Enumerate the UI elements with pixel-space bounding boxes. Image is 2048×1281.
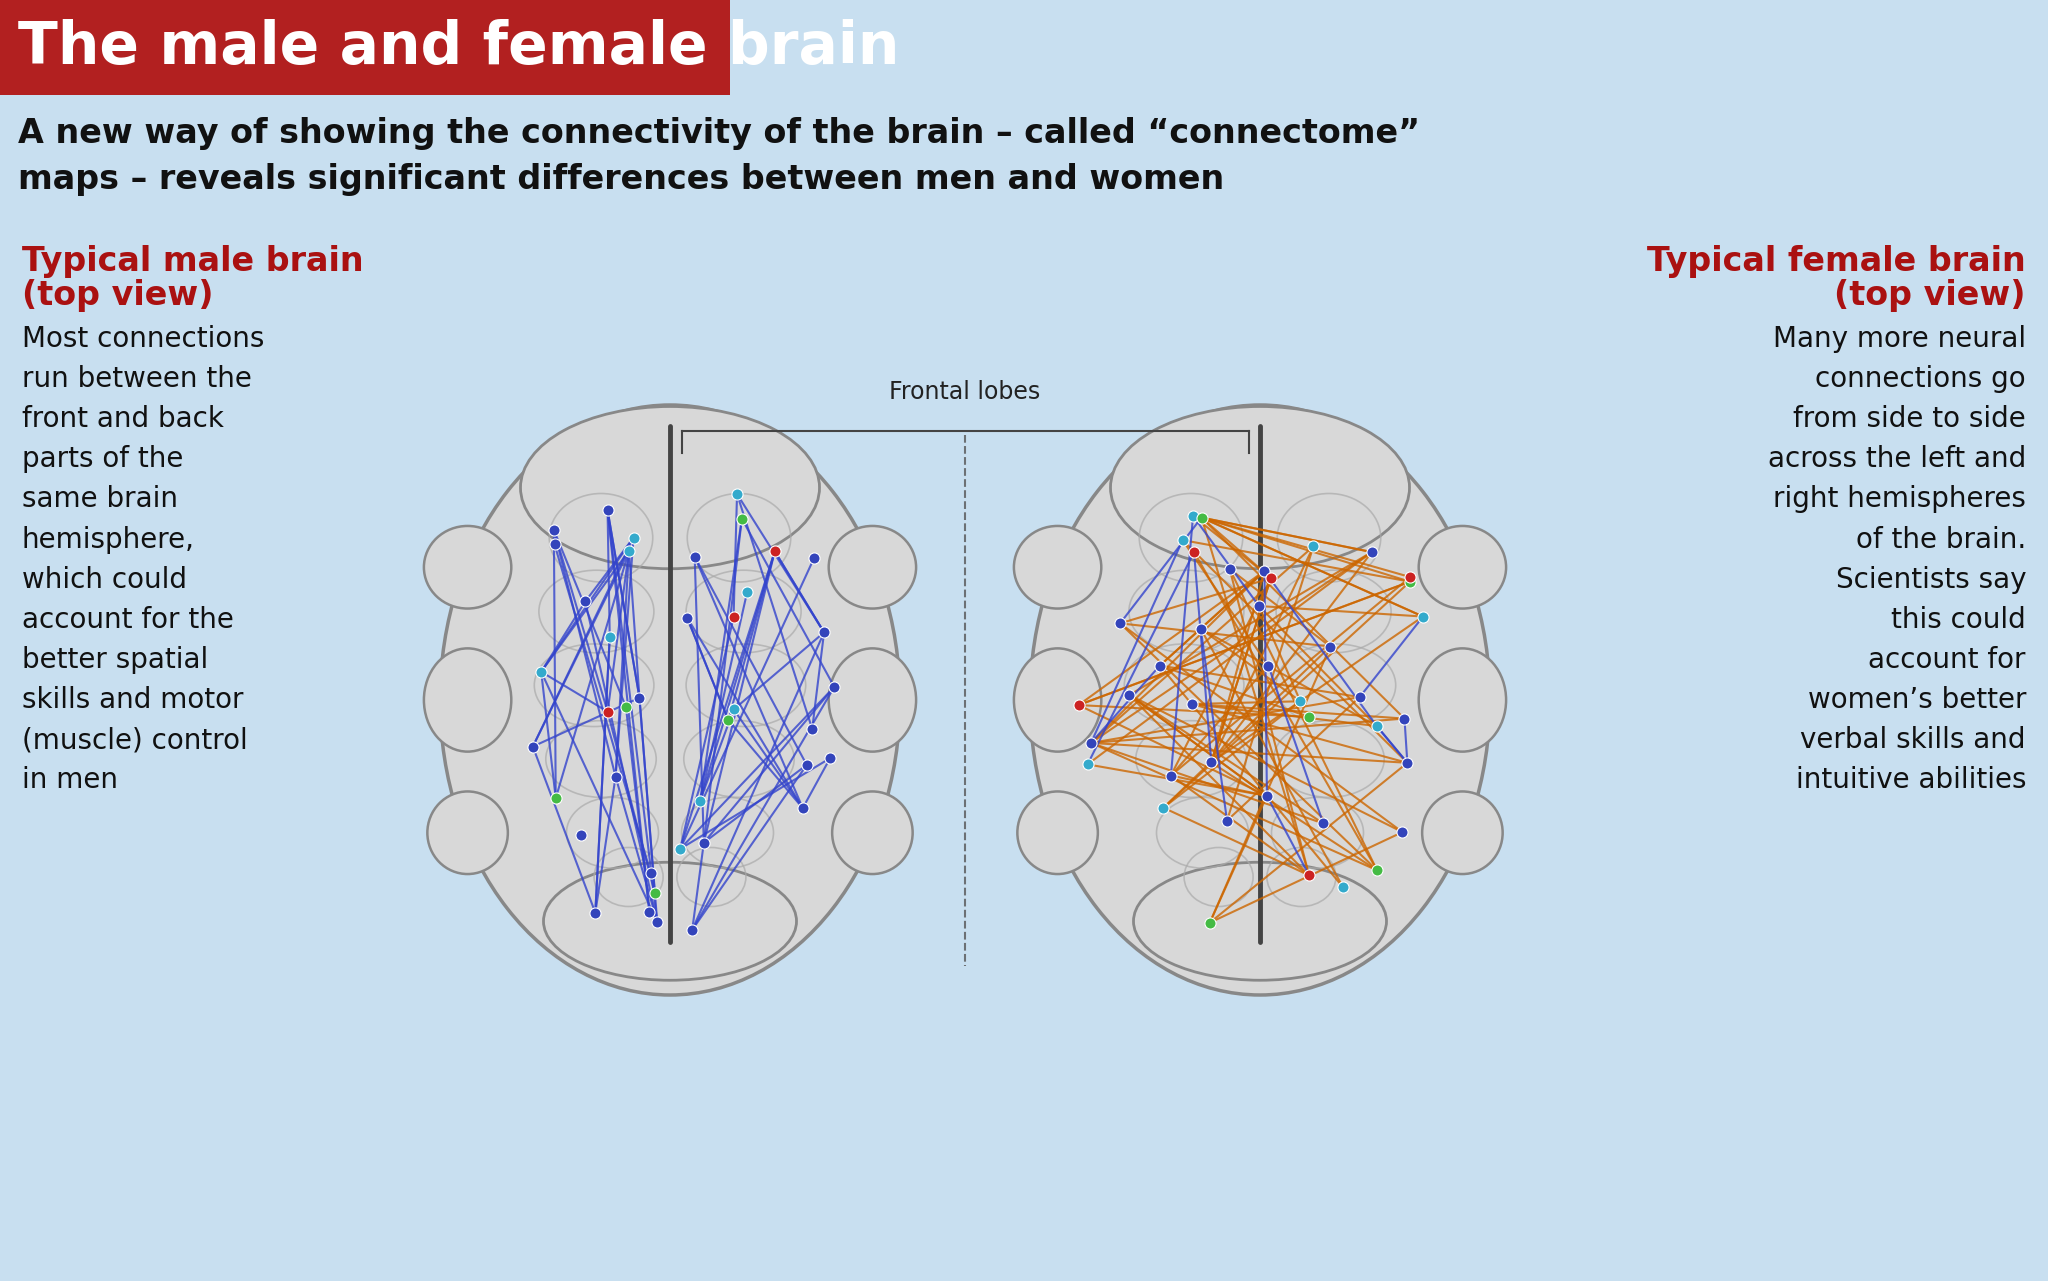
Text: Typical male brain: Typical male brain <box>23 245 365 278</box>
Ellipse shape <box>1018 792 1098 874</box>
Ellipse shape <box>831 792 913 874</box>
Text: Most connections
run between the
front and back
parts of the
same brain
hemisphe: Most connections run between the front a… <box>23 325 264 794</box>
Ellipse shape <box>424 648 512 752</box>
Ellipse shape <box>1419 526 1505 608</box>
Text: (top view): (top view) <box>23 279 213 313</box>
Ellipse shape <box>1014 526 1102 608</box>
Ellipse shape <box>1419 648 1505 752</box>
Ellipse shape <box>829 648 915 752</box>
Text: (top view): (top view) <box>1835 279 2025 313</box>
Ellipse shape <box>1110 406 1409 569</box>
Text: A new way of showing the connectivity of the brain – called “connectome”: A new way of showing the connectivity of… <box>18 117 1419 150</box>
Ellipse shape <box>1014 648 1102 752</box>
Ellipse shape <box>1030 405 1491 995</box>
Text: Frontal lobes: Frontal lobes <box>889 380 1040 405</box>
Ellipse shape <box>829 526 915 608</box>
Text: The male and female brain: The male and female brain <box>18 19 899 76</box>
Text: maps – reveals significant differences between men and women: maps – reveals significant differences b… <box>18 163 1225 196</box>
Ellipse shape <box>428 792 508 874</box>
Ellipse shape <box>1421 792 1503 874</box>
Ellipse shape <box>543 862 797 980</box>
Ellipse shape <box>520 406 819 569</box>
Ellipse shape <box>1133 862 1386 980</box>
Ellipse shape <box>424 526 512 608</box>
Text: Typical female brain: Typical female brain <box>1647 245 2025 278</box>
Ellipse shape <box>440 405 899 995</box>
Text: Many more neural
connections go
from side to side
across the left and
right hemi: Many more neural connections go from sid… <box>1767 325 2025 794</box>
FancyBboxPatch shape <box>0 0 729 95</box>
